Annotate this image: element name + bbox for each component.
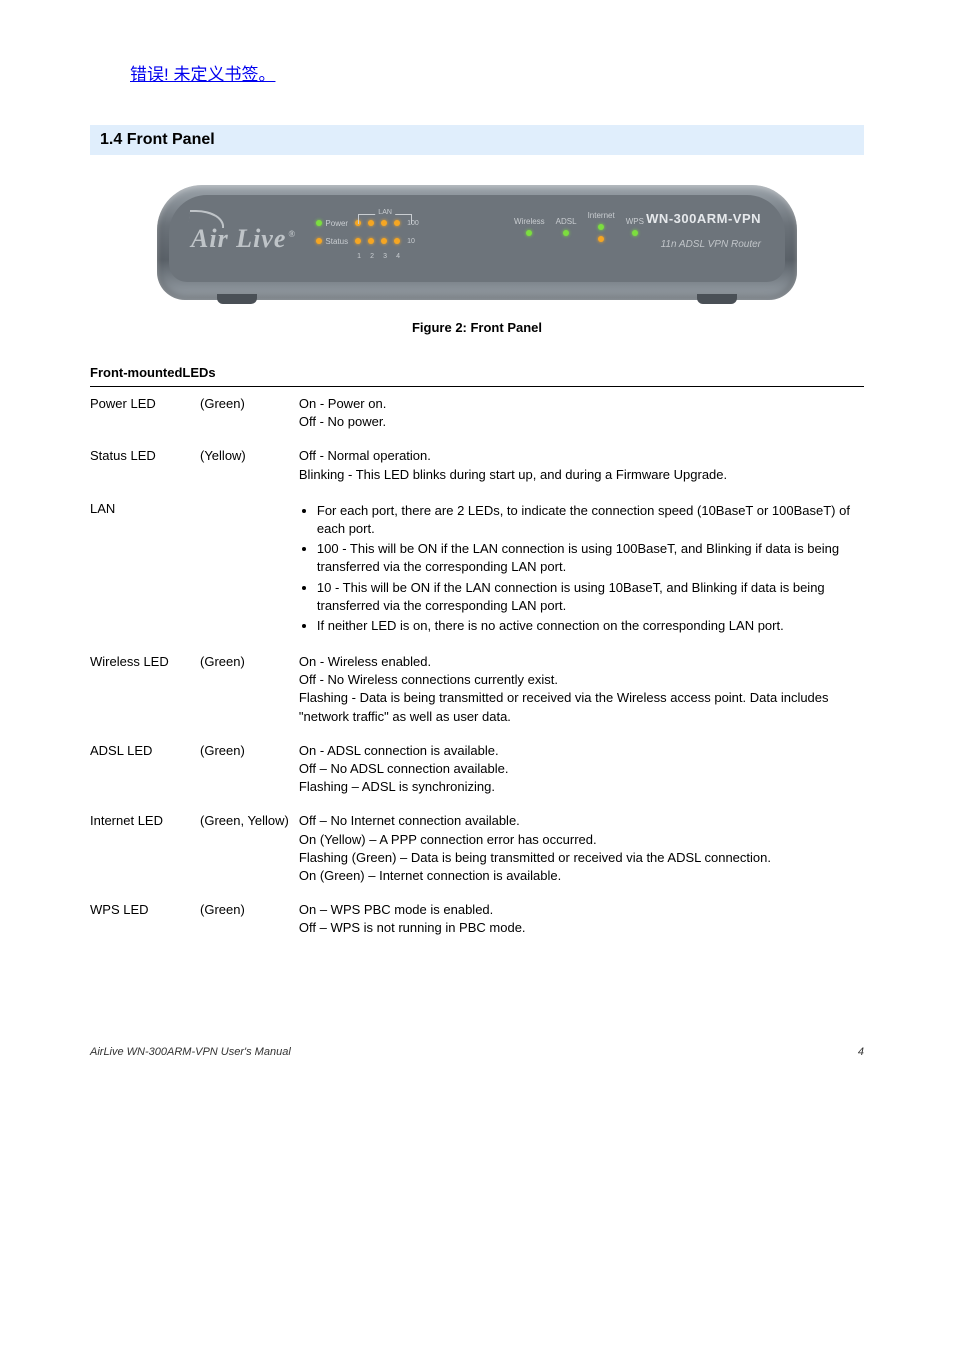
table-row: WPS LED(Green)On – WPS PBC mode is enabl… [90,893,864,945]
section-title: 1.4 Front Panel [90,125,864,155]
brand-logo: Air Live® [191,224,306,254]
model-name: WN-300ARM-VPN [646,211,761,226]
status-label: Status [316,237,348,246]
model-subtitle: 11n ADSL VPN Router [661,239,761,250]
device-illustration: Air Live® Power 100 Status 10 12 [90,185,864,300]
table-row: Wireless LED(Green)On - Wireless enabled… [90,645,864,734]
power-label: Power [316,219,348,228]
bookmark-error-link[interactable]: 错误! 未定义书签。 [130,60,864,85]
footer-left: AirLive WN-300ARM-VPN User's Manual [90,1046,291,1058]
table-row: LANFor each port, there are 2 LEDs, to i… [90,492,864,645]
figure-caption: Figure 2: Front Panel [90,320,864,335]
page-footer: AirLive WN-300ARM-VPN User's Manual 4 [90,1046,864,1058]
table-row: ADSL LED(Green)On - ADSL connection is a… [90,734,864,805]
table-row: Power LED(Green)On - Power on.Off - No p… [90,387,864,440]
table-header: Front-mountedLEDs [90,359,864,387]
table-row: Internet LED(Green, Yellow)Off – No Inte… [90,804,864,893]
table-row: Status LED(Yellow)Off - Normal operation… [90,439,864,491]
led-table: Front-mountedLEDs Power LED(Green)On - P… [90,359,864,946]
port-numbers: 1234 [356,253,419,260]
footer-right: 4 [858,1046,864,1058]
